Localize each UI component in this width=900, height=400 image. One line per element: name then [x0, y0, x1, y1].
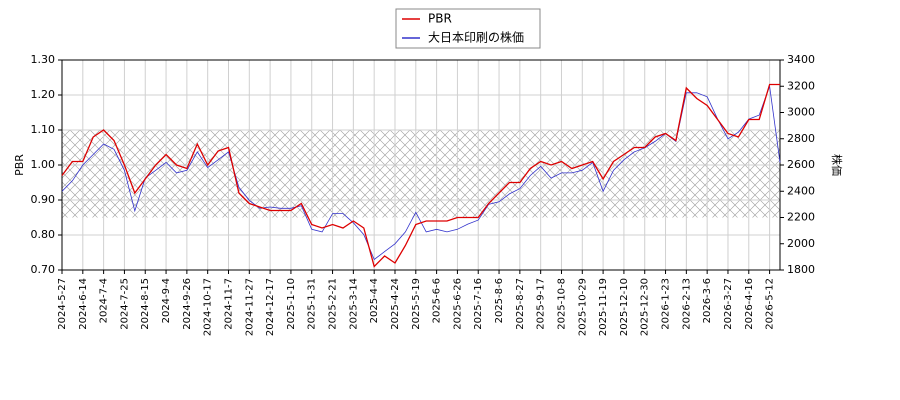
series-line	[61, 83, 780, 268]
x-tick-label: 2025-12-30	[640, 278, 651, 336]
x-tick-label: 2025-10-29	[577, 278, 588, 336]
x-tick-label: 2025-4-4	[369, 278, 380, 323]
x-tick-label: 2025-12-10	[619, 278, 630, 336]
x-tick-label: 2024-6-14	[78, 278, 89, 330]
y2-tick-label: 3400	[787, 53, 815, 66]
x-tick-label: 2025-2-21	[328, 278, 339, 330]
x-tick-label: 2026-2-13	[681, 278, 692, 330]
y2-tick-label: 2400	[787, 184, 815, 197]
shaded-range	[62, 130, 780, 218]
y2-tick-label: 3000	[787, 106, 815, 119]
x-tick-label: 2025-4-24	[390, 278, 401, 330]
legend-label: 大日本印刷の株価	[428, 30, 524, 45]
y-axis-label: PBR	[13, 154, 26, 176]
y-tick-label: 1.30	[31, 53, 56, 66]
y2-tick-label: 2200	[787, 211, 815, 224]
y-tick-label: 1.10	[31, 123, 56, 136]
y2-tick-label: 2000	[787, 237, 815, 250]
x-tick-label: 2024-9-4	[161, 278, 172, 323]
x-tick-label: 2025-1-31	[307, 278, 318, 330]
y2-axis-label: 株価	[830, 154, 844, 176]
x-tick-label: 2025-6-26	[452, 278, 463, 330]
legend-label: PBR	[428, 12, 452, 26]
x-tick-label: 2025-8-27	[515, 278, 526, 330]
y2-tick-label: 3200	[787, 79, 815, 92]
x-tick-label: 2025-10-8	[556, 278, 567, 330]
x-tick-label: 2026-4-16	[744, 278, 755, 330]
y2-tick-label: 1800	[787, 263, 815, 276]
x-tick-label: 2024-9-26	[182, 278, 193, 330]
x-tick-label: 2025-9-17	[536, 278, 547, 330]
x-tick-label: 2024-11-7	[223, 278, 234, 330]
y-tick-label: 1.00	[31, 158, 56, 171]
y2-tick-label: 2800	[787, 132, 815, 145]
y-tick-label: 1.20	[31, 88, 56, 101]
legend-box	[395, 8, 541, 49]
x-tick-label: 2025-8-6	[494, 278, 505, 323]
x-tick-label: 2025-6-6	[432, 278, 443, 323]
x-tick-label: 2026-3-27	[723, 278, 734, 330]
x-tick-label: 2025-1-10	[286, 278, 297, 330]
x-tick-label: 2024-7-4	[99, 278, 110, 323]
y2-tick-label: 2600	[787, 158, 815, 171]
x-tick-label: 2025-7-16	[473, 278, 484, 330]
x-tick-label: 2025-11-19	[598, 278, 609, 336]
x-tick-label: 2026-3-6	[702, 278, 713, 323]
legend: PBR 大日本印刷の株価	[395, 8, 541, 49]
x-tick-label: 2025-3-14	[348, 278, 359, 330]
x-tick-label: 2024-10-17	[203, 278, 214, 336]
y-tick-label: 0.90	[31, 193, 56, 206]
plot-frame	[61, 59, 781, 271]
x-tick-label: 2026-5-12	[765, 278, 776, 330]
x-tick-label: 2026-1-23	[661, 278, 672, 330]
x-tick-label: 2024-11-27	[244, 278, 255, 336]
x-tick-label: 2024-8-15	[140, 278, 151, 330]
x-tick-label: 2024-12-17	[265, 278, 276, 336]
y-tick-label: 0.70	[31, 263, 56, 276]
y-tick-label: 0.80	[31, 228, 56, 241]
x-tick-label: 2024-5-27	[57, 278, 68, 330]
x-tick-label: 2024-7-25	[119, 278, 130, 330]
x-tick-label: 2025-5-19	[411, 278, 422, 330]
